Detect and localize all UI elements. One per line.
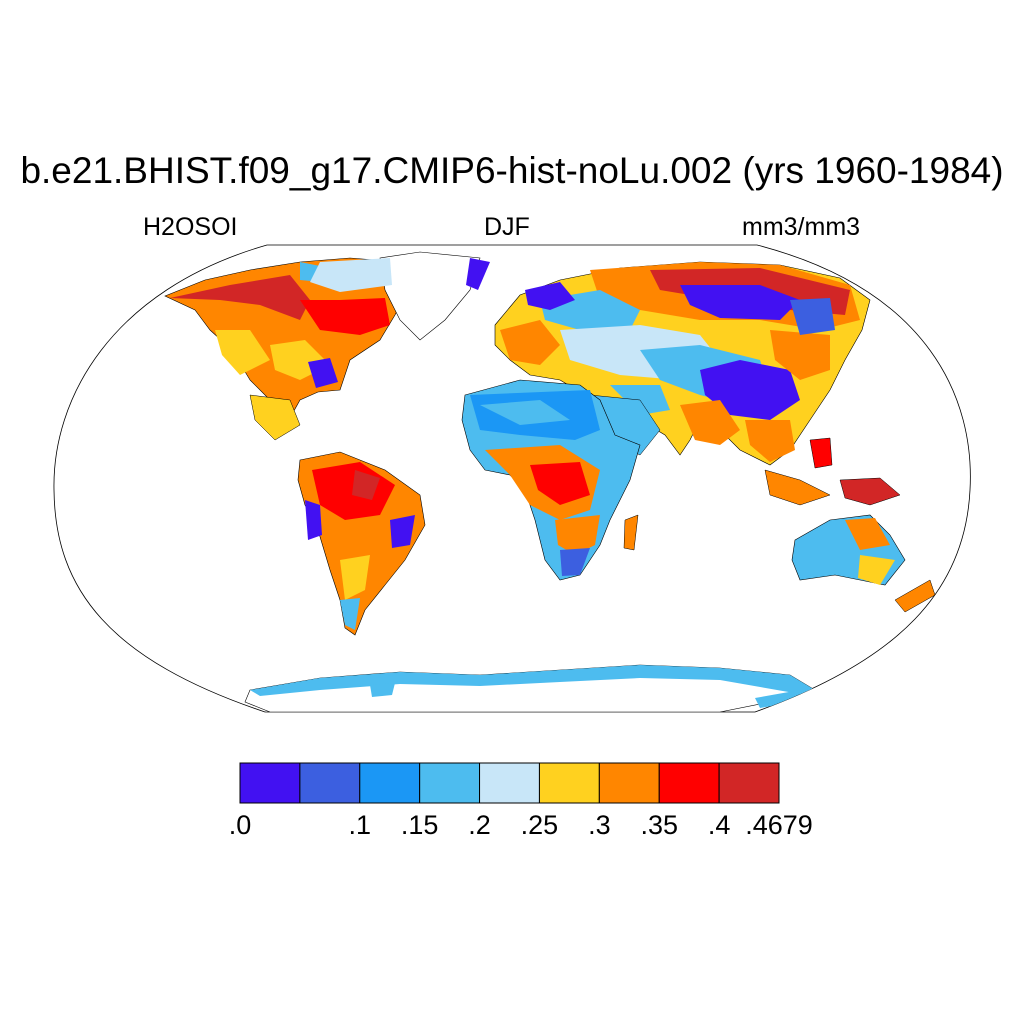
colorbar-swatch bbox=[538, 762, 600, 804]
colorbar-swatch bbox=[479, 762, 540, 804]
plot-title: b.e21.BHIST.f09_g17.CMIP6-hist-noLu.002 … bbox=[20, 150, 1004, 191]
greenland-land bbox=[379, 251, 481, 341]
colorbar-tick-label: .2 bbox=[468, 810, 491, 840]
units-label: mm3/mm3 bbox=[742, 213, 861, 241]
colorbar-tick-label: .4 bbox=[707, 810, 731, 840]
colorbar-swatch bbox=[598, 762, 660, 804]
colorbar-tick-label: .35 bbox=[640, 810, 678, 840]
variable-label: H2OSOI bbox=[143, 213, 238, 241]
colorbar-tick-label: .0 bbox=[228, 810, 252, 840]
colorbar-swatch bbox=[718, 762, 780, 804]
colorbar-swatch bbox=[419, 762, 481, 804]
colorbar-tick-label: .4679 bbox=[745, 810, 813, 840]
colorbar-swatch bbox=[658, 762, 720, 804]
land-fields bbox=[164, 251, 936, 712]
colorbar-swatch bbox=[299, 762, 361, 804]
season-label: DJF bbox=[484, 213, 530, 241]
colorbar-tick-label: .3 bbox=[588, 810, 611, 840]
colorbar-tick-label: .25 bbox=[520, 810, 559, 840]
colorbar-tick-label: .1 bbox=[348, 810, 372, 840]
colorbar-swatch bbox=[359, 762, 421, 804]
colorbar-swatch bbox=[239, 762, 301, 804]
colorbar-tick-label: .15 bbox=[400, 810, 439, 840]
